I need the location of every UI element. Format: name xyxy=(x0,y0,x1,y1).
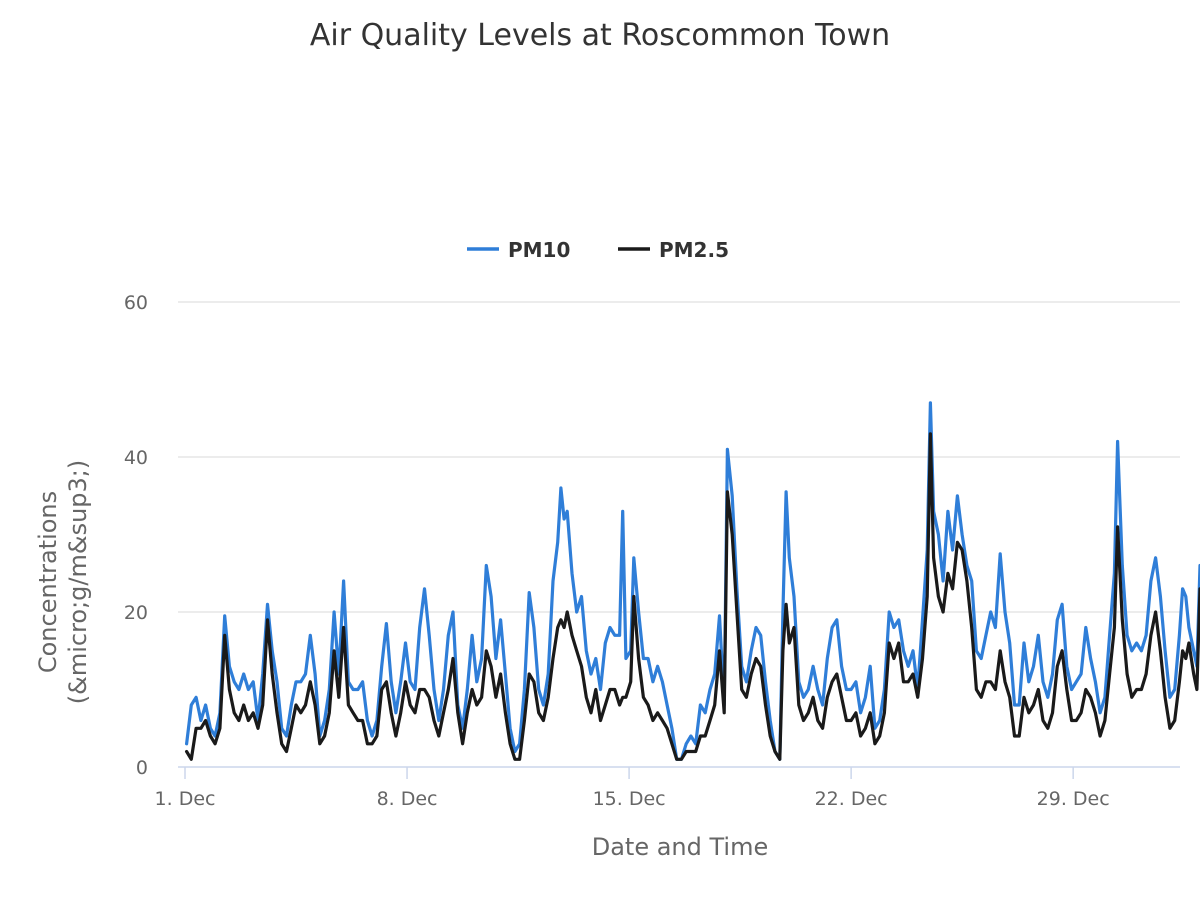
legend-item-pm10[interactable]: PM10 xyxy=(467,238,570,262)
x-tick-label: 29. Dec xyxy=(1037,788,1110,810)
series-line-pm25[interactable] xyxy=(185,432,1200,761)
legend-label: PM2.5 xyxy=(659,238,729,262)
legend-label: PM10 xyxy=(508,238,570,262)
x-axis: 1. Dec 8. Dec 15. Dec 22. Dec 29. Dec xyxy=(155,766,1180,810)
y-axis-tick-labels: 0 20 40 60 xyxy=(124,292,148,779)
legend: PM10 PM2.5 xyxy=(467,238,729,262)
plot-area xyxy=(185,401,1200,761)
chart-title: Air Quality Levels at Roscommon Town xyxy=(310,18,890,53)
y-gridlines xyxy=(178,301,1180,613)
series-line-pm10[interactable] xyxy=(185,401,1200,761)
x-tick-label: 22. Dec xyxy=(815,788,888,810)
x-tick-label: 8. Dec xyxy=(377,788,438,810)
x-tick-label: 1. Dec xyxy=(155,788,216,810)
y-tick-label: 60 xyxy=(124,292,148,314)
y-tick-label: 40 xyxy=(124,447,148,469)
y-tick-label: 20 xyxy=(124,602,148,624)
y-tick-label: 0 xyxy=(136,757,148,779)
y-axis-title-line2: (&micro;g/m&sup3;) xyxy=(64,460,92,705)
legend-item-pm25[interactable]: PM2.5 xyxy=(618,238,729,262)
x-tick-label: 15. Dec xyxy=(593,788,666,810)
y-axis-title-line1: Concentrations xyxy=(34,491,62,673)
x-axis-title: Date and Time xyxy=(592,833,769,861)
y-axis-title: Concentrations (&micro;g/m&sup3;) xyxy=(34,460,92,705)
